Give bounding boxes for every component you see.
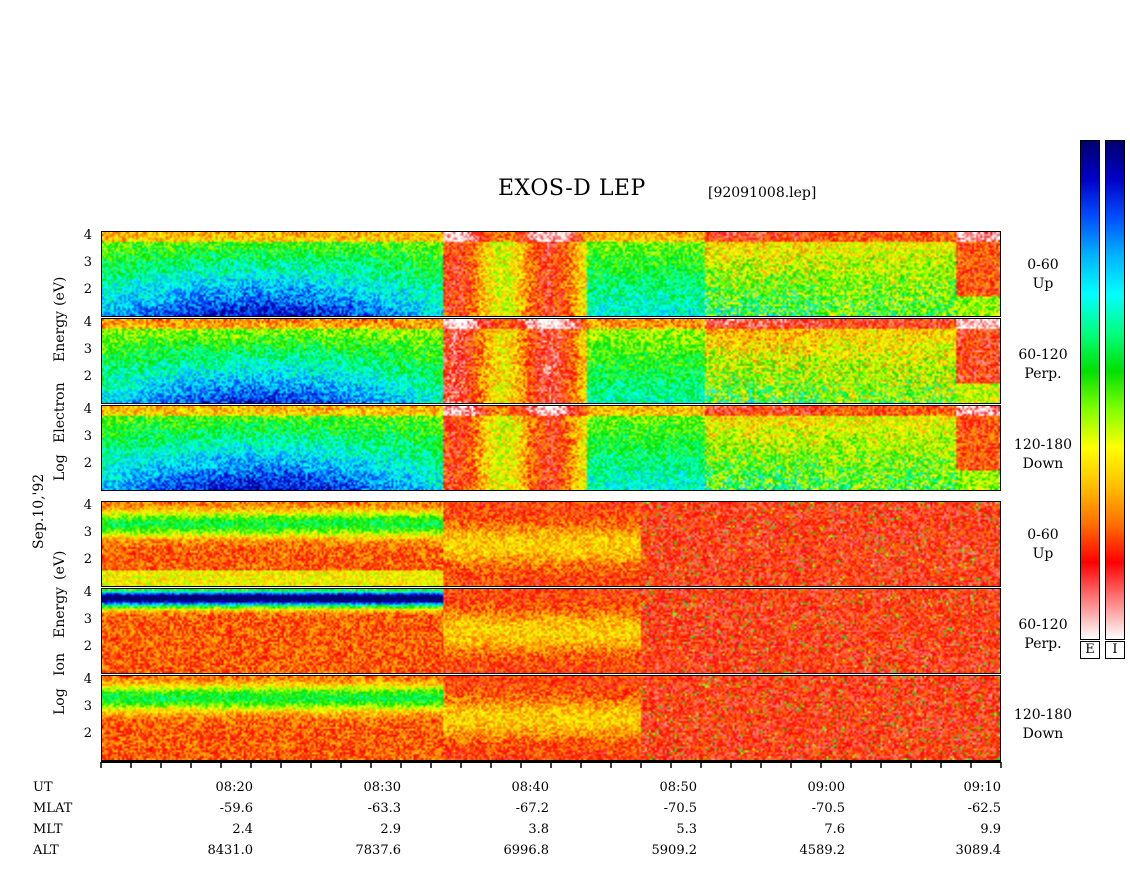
- row-label-mlt: MLT: [33, 822, 63, 837]
- ephemeris-mlt: 9.9: [980, 822, 1001, 837]
- electron-ylabel-energy: Energy: [52, 310, 68, 362]
- electron-colorbar-label: E: [1080, 641, 1100, 659]
- ephemeris-mlt: 7.6: [824, 822, 845, 837]
- ephemeris-mlat: -59.6: [219, 801, 253, 816]
- panel-label-e1: 60-120 Perp.: [1018, 347, 1068, 382]
- ephemeris-alt: 7837.6: [355, 843, 402, 858]
- ephemeris-mlat: -63.3: [367, 801, 401, 816]
- panel-label-i0: 0-60 Up: [1027, 527, 1059, 562]
- ion-colorbar: [1105, 140, 1125, 640]
- y-tick-label: 3: [83, 525, 92, 540]
- ephemeris-ut: 08:30: [363, 780, 401, 795]
- y-tick-label: 4: [83, 402, 92, 417]
- ephemeris-ut: 08:40: [511, 780, 549, 795]
- ion-colorbar-label: I: [1105, 641, 1125, 659]
- ephemeris-mlat: -70.5: [663, 801, 697, 816]
- ephemeris-mlt: 3.8: [528, 822, 549, 837]
- row-label-alt: ALT: [33, 843, 59, 858]
- ephemeris-alt: 8431.0: [207, 843, 254, 858]
- y-tick-label: 4: [83, 315, 92, 330]
- ephemeris-alt: 3089.4: [955, 843, 1002, 858]
- electron-panel-down: [101, 405, 1001, 491]
- ephemeris-alt: 6996.8: [503, 843, 550, 858]
- ephemeris-alt: 5909.2: [651, 843, 698, 858]
- ephemeris-ut: 08:20: [215, 780, 253, 795]
- panel-label-i2: 120-180 Down: [1013, 707, 1073, 742]
- electron-ylabel-log: Log: [52, 454, 68, 481]
- row-label-ut: UT: [33, 780, 53, 795]
- ion-ylabel-unit: (eV): [52, 550, 68, 580]
- ephemeris-ut: 09:10: [963, 780, 1001, 795]
- y-tick-label: 2: [83, 282, 92, 297]
- ephemeris-mlat: -70.5: [811, 801, 845, 816]
- ephemeris-mlat: -62.5: [967, 801, 1001, 816]
- y-tick-label: 4: [83, 498, 92, 513]
- y-tick-label: 4: [83, 585, 92, 600]
- y-tick-label: 2: [83, 639, 92, 654]
- y-tick-label: 4: [83, 228, 92, 243]
- panel-label-e2: 120-180 Down: [1013, 437, 1073, 472]
- ion-ylabel-ion: Ion: [52, 653, 68, 676]
- ephemeris-alt: 4589.2: [799, 843, 846, 858]
- ion-panel-perp: [101, 588, 1001, 674]
- ion-ylabel-log: Log: [52, 688, 68, 715]
- y-tick-label: 2: [83, 456, 92, 471]
- electron-colorbar: [1080, 140, 1100, 640]
- y-tick-label: 3: [83, 612, 92, 627]
- date-label: Sep.10,'92: [31, 473, 47, 549]
- y-tick-label: 2: [83, 552, 92, 567]
- electron-panel-up: [101, 231, 1001, 317]
- time-axis: [100, 761, 1002, 768]
- row-label-mlat: MLAT: [33, 801, 73, 816]
- y-tick-label: 2: [83, 726, 92, 741]
- y-tick-label: 3: [83, 342, 92, 357]
- panel-label-i1: 60-120 Perp.: [1018, 617, 1068, 652]
- chart-title: EXOS-D LEP: [498, 176, 646, 201]
- ephemeris-mlt: 2.9: [380, 822, 401, 837]
- y-tick-label: 4: [83, 672, 92, 687]
- ion-panel-up: [101, 501, 1001, 587]
- ion-panel-down: [101, 675, 1001, 761]
- ephemeris-mlt: 5.3: [676, 822, 697, 837]
- ephemeris-mlt: 2.4: [232, 822, 253, 837]
- ephemeris-ut: 08:50: [659, 780, 697, 795]
- panel-label-e0: 0-60 Up: [1027, 257, 1059, 292]
- file-label: [92091008.lep]: [708, 185, 817, 201]
- y-tick-label: 2: [83, 369, 92, 384]
- ephemeris-mlat: -67.2: [515, 801, 549, 816]
- y-tick-label: 3: [83, 699, 92, 714]
- ephemeris-ut: 09:00: [807, 780, 845, 795]
- electron-panel-perp: [101, 318, 1001, 404]
- ion-ylabel-energy: Energy: [52, 586, 68, 638]
- electron-ylabel-electron: Electron: [52, 382, 68, 443]
- electron-ylabel-unit: (eV): [52, 276, 68, 306]
- y-tick-label: 3: [83, 429, 92, 444]
- y-tick-label: 3: [83, 255, 92, 270]
